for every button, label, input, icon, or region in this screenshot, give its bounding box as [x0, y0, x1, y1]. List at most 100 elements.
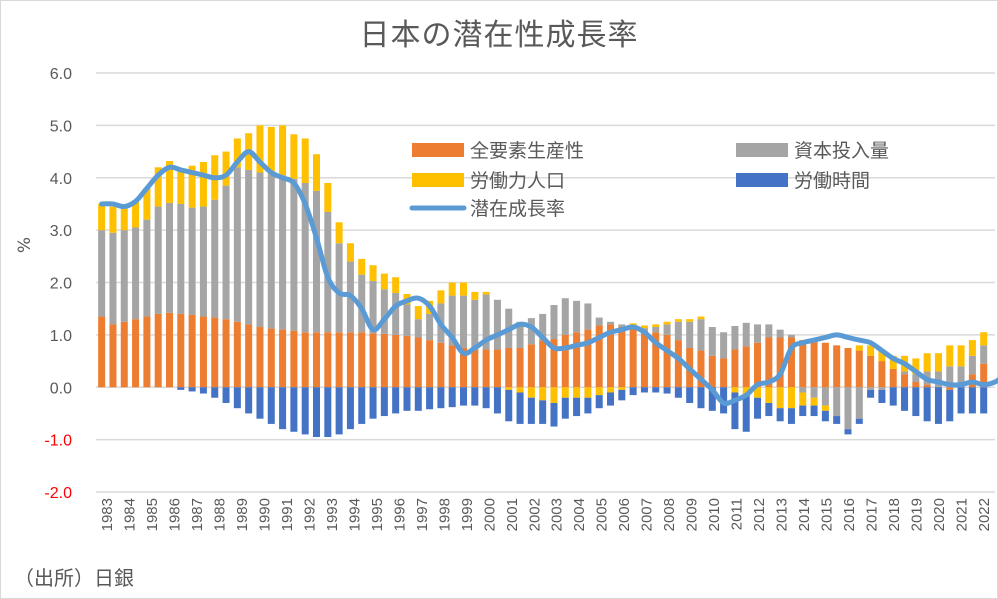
bar-segment — [188, 165, 196, 208]
bar-segment — [211, 317, 219, 388]
bar-segment — [471, 291, 479, 300]
bar-segment — [109, 206, 117, 233]
bar-segment — [256, 125, 264, 173]
bar-segment — [595, 317, 603, 326]
x-tick-label: 2003 — [549, 498, 566, 531]
bar-segment — [674, 387, 682, 398]
legend-swatch — [736, 173, 788, 187]
bar-segment — [358, 274, 366, 333]
bar-segment — [867, 387, 875, 390]
bar-segment — [686, 321, 694, 348]
bar-segment — [426, 340, 434, 388]
bar-segment — [177, 387, 185, 390]
bar-segment — [697, 350, 705, 388]
x-tick-label: 2021 — [953, 498, 970, 531]
bar-segment — [426, 313, 434, 341]
bar-segment — [731, 349, 739, 388]
bar-segment — [380, 289, 388, 334]
x-tick-label: 1997 — [414, 498, 431, 531]
bar-segment — [132, 201, 140, 228]
bar-segment — [833, 345, 841, 388]
bar-segment — [584, 397, 592, 414]
bar-segment — [663, 321, 671, 325]
bar-segment — [652, 387, 660, 393]
bar-segment — [855, 387, 863, 419]
x-tick-label: 2022 — [976, 498, 993, 531]
bar-segment — [776, 408, 784, 422]
bar-segment — [98, 230, 106, 317]
bar-segment — [799, 340, 807, 388]
bar-segment — [301, 182, 309, 333]
bar-segment — [697, 387, 705, 409]
bar-segment — [810, 341, 818, 388]
bar-segment — [697, 316, 705, 320]
bar-segment — [245, 324, 253, 388]
x-tick-label: 2018 — [886, 498, 903, 531]
x-tick-label: 2007 — [639, 498, 656, 531]
x-tick-label: 2016 — [841, 498, 858, 531]
bar-segment — [957, 345, 965, 367]
y-tick-label: 5.0 — [50, 118, 72, 135]
bar-segment — [640, 387, 648, 393]
bar-segment — [584, 303, 592, 330]
bar-segment — [980, 387, 988, 414]
bar-segment — [934, 353, 942, 372]
y-tick-label: -1.0 — [44, 433, 72, 450]
x-tick-label: 1999 — [459, 498, 476, 531]
x-tick-label: 1995 — [369, 498, 386, 531]
bar-segment — [708, 387, 716, 411]
bar-segment — [493, 299, 501, 350]
legend-label: 労働力人口 — [470, 170, 565, 192]
bar-segment — [708, 355, 716, 388]
bar-segment — [923, 384, 931, 388]
bar-segment — [199, 387, 207, 394]
bar-segment — [313, 190, 321, 333]
bar-segment — [980, 363, 988, 388]
legend-label: 全要素生産性 — [470, 140, 584, 162]
bar-segment — [460, 387, 468, 406]
bar-segment — [313, 332, 321, 388]
bar-segment — [324, 332, 332, 388]
bar-segment — [245, 169, 253, 325]
bar-segment — [335, 243, 343, 333]
bar-segment — [358, 332, 366, 388]
bar-segment — [369, 280, 377, 334]
bar-segment — [754, 387, 762, 398]
bar-segment — [290, 330, 298, 388]
bar-segment — [505, 389, 513, 422]
bar-segment — [539, 313, 547, 341]
legend-swatch — [412, 173, 464, 187]
bar-segment — [584, 329, 592, 388]
series-line — [99, 149, 998, 406]
bar-segment — [505, 387, 513, 390]
bar-segment — [98, 203, 106, 231]
bar-segment — [855, 350, 863, 388]
x-tick-label: 1983 — [99, 498, 116, 531]
bar-segment — [980, 345, 988, 364]
bar-segment — [392, 334, 400, 388]
x-tick-label: 2012 — [751, 498, 768, 531]
bar-segment — [143, 219, 151, 317]
bar-segment — [120, 321, 128, 388]
x-tick-label: 1994 — [346, 498, 363, 531]
bar-segment — [607, 321, 615, 325]
bar-segment — [912, 374, 920, 383]
bar-segment — [369, 387, 377, 419]
bar-segment — [652, 327, 660, 333]
bar-segment — [256, 327, 264, 388]
bar-segment — [109, 232, 117, 325]
source-note: （出所）日銀 — [14, 566, 134, 590]
legend-label: 潜在成長率 — [470, 198, 565, 220]
bar-segment — [618, 324, 626, 328]
bar-segment — [629, 328, 637, 388]
x-tick-label: 1991 — [279, 498, 296, 531]
bar-segment — [233, 321, 241, 388]
bar-segment — [584, 387, 592, 398]
bar-segment — [799, 405, 807, 417]
bar-segment — [165, 312, 174, 388]
bar-segment — [810, 387, 818, 398]
bar-segment — [527, 397, 535, 424]
bar-segment — [742, 346, 750, 388]
bar-segment — [754, 342, 762, 388]
